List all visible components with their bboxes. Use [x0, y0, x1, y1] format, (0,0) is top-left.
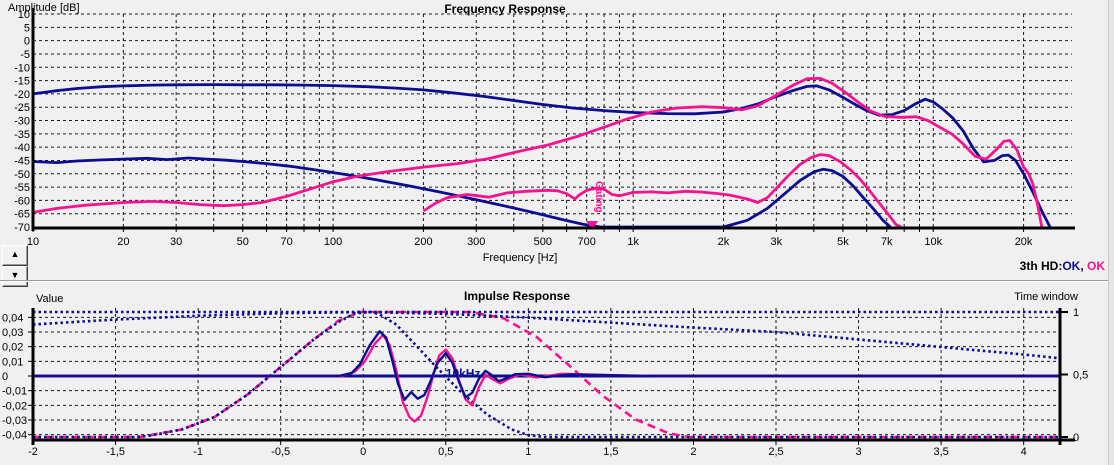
impulse-x-tick-label: -1 — [193, 446, 203, 458]
status-separator: , — [1080, 259, 1087, 273]
impulse-x-tick-label: 2,5 — [768, 446, 783, 458]
status-result-navy: OK — [1062, 259, 1081, 273]
impulse-chart-title: Impulse Response — [464, 289, 570, 303]
impulse-left-tick-label: -0,02 — [2, 400, 27, 412]
freq-y-axis-label: Amplitude [dB] — [8, 2, 80, 14]
impulse-x-tick-label: 3,5 — [933, 446, 948, 458]
freq-y-tick-label: 10 — [18, 9, 30, 21]
impulse-left-tick-label: 0,04 — [2, 312, 23, 324]
scale-up-button[interactable]: ▲ — [2, 245, 28, 266]
freq-x-tick-label: 7k — [881, 236, 893, 248]
freq-y-tick-label: -55 — [14, 182, 30, 194]
freq-x-axis-label: Frequency [Hz] — [483, 252, 558, 264]
impulse-x-tick-label: 3 — [856, 446, 862, 458]
impulse-navy — [33, 330, 1060, 402]
impulse-x-tick-label: 0,5 — [438, 446, 453, 458]
freq-y-tick-label: -15 — [14, 76, 30, 88]
freq-x-tick-label: 70 — [280, 236, 292, 248]
distortion-magenta — [422, 153, 902, 229]
freq-x-tick-label: 700 — [577, 236, 595, 248]
freq-y-tick-label: -20 — [14, 89, 30, 101]
freq-x-tick-label: 500 — [534, 236, 552, 248]
freq-y-tick-label: -5 — [20, 49, 30, 61]
freq-x-tick-label: 100 — [324, 236, 342, 248]
impulse-x-tick-label: 1 — [525, 446, 531, 458]
freq-x-tick-label: 2k — [718, 236, 730, 248]
impulse-x-tick-label: -1,5 — [106, 446, 125, 458]
freq-x-tick-label: 300 — [467, 236, 485, 248]
freq-x-tick-label: 5k — [837, 236, 849, 248]
impulse-response-chart: Impulse Response Value Time window 0,04 0,03… — [2, 289, 1088, 458]
freq-x-tick-label: 200 — [414, 236, 432, 248]
distortion-navy — [32, 156, 892, 229]
freq-x-tick-label: 20 — [117, 236, 129, 248]
gating-cursor-label: Gating — [593, 181, 604, 213]
impulse-x-tick-label: -2 — [28, 446, 38, 458]
impulse-left-tick-label: 0,02 — [2, 342, 23, 354]
window-narrow-navy — [33, 310, 1060, 439]
freq-y-tick-label: -70 — [14, 222, 30, 234]
freq-y-tick-label: -40 — [14, 142, 30, 154]
frequency-response-chart: Frequency Response Amplitude [dB] Frequenc… — [8, 2, 1075, 264]
response-magenta — [32, 77, 1044, 228]
distortion-status: 3th HD:OK, OK — [1020, 259, 1105, 273]
impulse-x-tick-label: 2 — [690, 446, 696, 458]
freq-y-tick-label: 5 — [24, 22, 30, 34]
freq-x-tick-label: 30 — [170, 236, 182, 248]
freq-x-tick-label: 50 — [237, 236, 249, 248]
freq-y-tick-label: -45 — [14, 155, 30, 167]
freq-x-tick-label: 3k — [771, 236, 783, 248]
impulse-left-tick-label: -0,04 — [2, 430, 27, 442]
impulse-left-tick-label: 0,03 — [2, 327, 23, 339]
freq-x-tick-label: 20k — [1015, 236, 1033, 248]
impulse-right-tick-label: 1 — [1073, 307, 1079, 319]
marker-10khz-label: 10kHz — [446, 367, 481, 381]
response-navy — [32, 83, 1052, 228]
freq-y-tick-label: -60 — [14, 195, 30, 207]
impulse-right-axis-label: Time window — [1014, 291, 1078, 303]
freq-y-tick-label: -25 — [14, 102, 30, 114]
status-result-magenta: OK — [1087, 259, 1105, 273]
freq-chart-title: Frequency Response — [444, 2, 566, 16]
impulse-x-tick-label: -0,5 — [271, 446, 290, 458]
freq-y-tick-label: 0 — [24, 36, 30, 48]
impulse-right-tick-label: 0 — [1073, 432, 1079, 444]
impulse-left-tick-label: 0,01 — [2, 356, 23, 368]
window-broad-navy — [32, 310, 1061, 360]
freq-y-tick-label: -50 — [14, 169, 30, 181]
impulse-x-tick-label: 0 — [360, 446, 366, 458]
freq-y-tick-label: -30 — [14, 116, 30, 128]
impulse-left-tick-label: 0 — [2, 371, 8, 383]
window-right-edge — [1108, 0, 1114, 465]
impulse-right-tick-label: 0,5 — [1073, 370, 1088, 382]
impulse-left-tick-label: -0,01 — [2, 386, 27, 398]
status-prefix: 3th HD: — [1019, 259, 1063, 273]
freq-x-tick-label: 10 — [27, 236, 39, 248]
freq-y-tick-label: -65 — [14, 209, 30, 221]
impulse-left-tick-label: -0,03 — [2, 415, 27, 427]
freq-y-tick-label: -35 — [14, 129, 30, 141]
panel-divider — [0, 280, 1114, 282]
freq-y-tick-label: -10 — [14, 62, 30, 74]
freq-x-tick-label: 1k — [627, 236, 639, 248]
freq-x-tick-label: 10k — [924, 236, 942, 248]
impulse-x-tick-label: 1,5 — [603, 446, 618, 458]
gating-cursor-marker[interactable] — [586, 221, 599, 230]
impulse-x-tick-label: 4 — [1021, 446, 1027, 458]
impulse-left-axis-label: Value — [36, 293, 63, 305]
window-gate-magenta — [33, 310, 1060, 439]
